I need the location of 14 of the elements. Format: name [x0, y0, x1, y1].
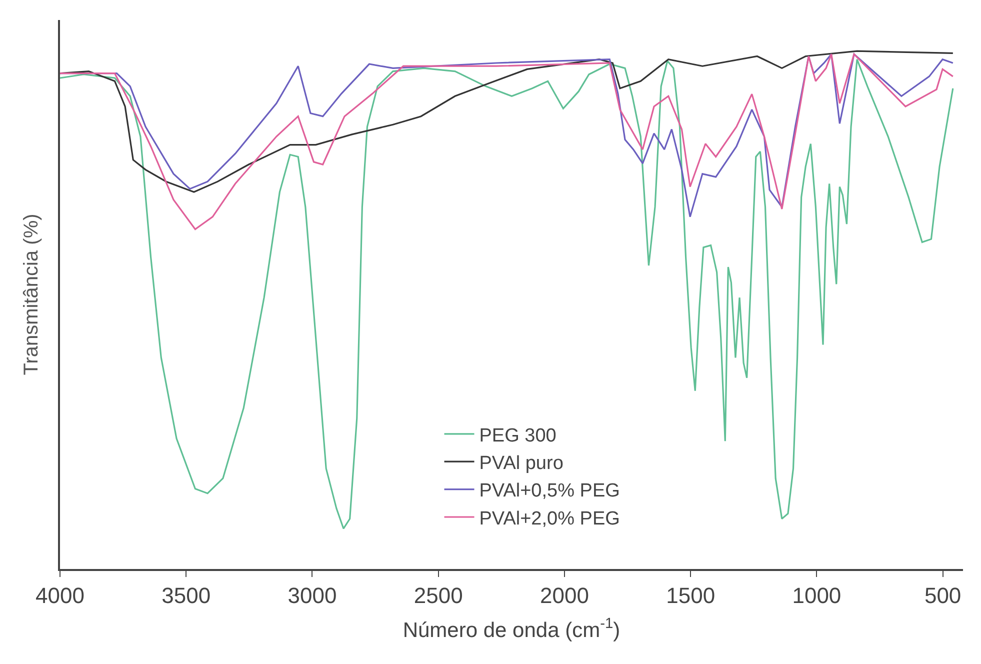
x-axis-title: Número de onda (cm$^{-1}$): [402, 616, 620, 642]
x-tick-label: 1000: [792, 583, 842, 608]
x-tick-label: 1500: [666, 583, 716, 608]
legend-label: PVAl+0,5% PEG: [479, 480, 620, 502]
x-tick-label: 2500: [414, 583, 463, 608]
y-axis-title: Transmitância (%): [20, 214, 42, 376]
legend-label: PEG 300: [479, 425, 556, 446]
x-tick-label: 3000: [288, 583, 337, 608]
x-tick-label: 500: [924, 583, 962, 608]
x-tick-label: 2000: [540, 583, 589, 608]
x-tick-label: 4000: [36, 583, 84, 608]
x-tick-label: 3500: [162, 583, 211, 608]
legend-label: PVAl puro: [479, 453, 564, 474]
legend-label: PVAl+2,0% PEG: [479, 508, 620, 530]
